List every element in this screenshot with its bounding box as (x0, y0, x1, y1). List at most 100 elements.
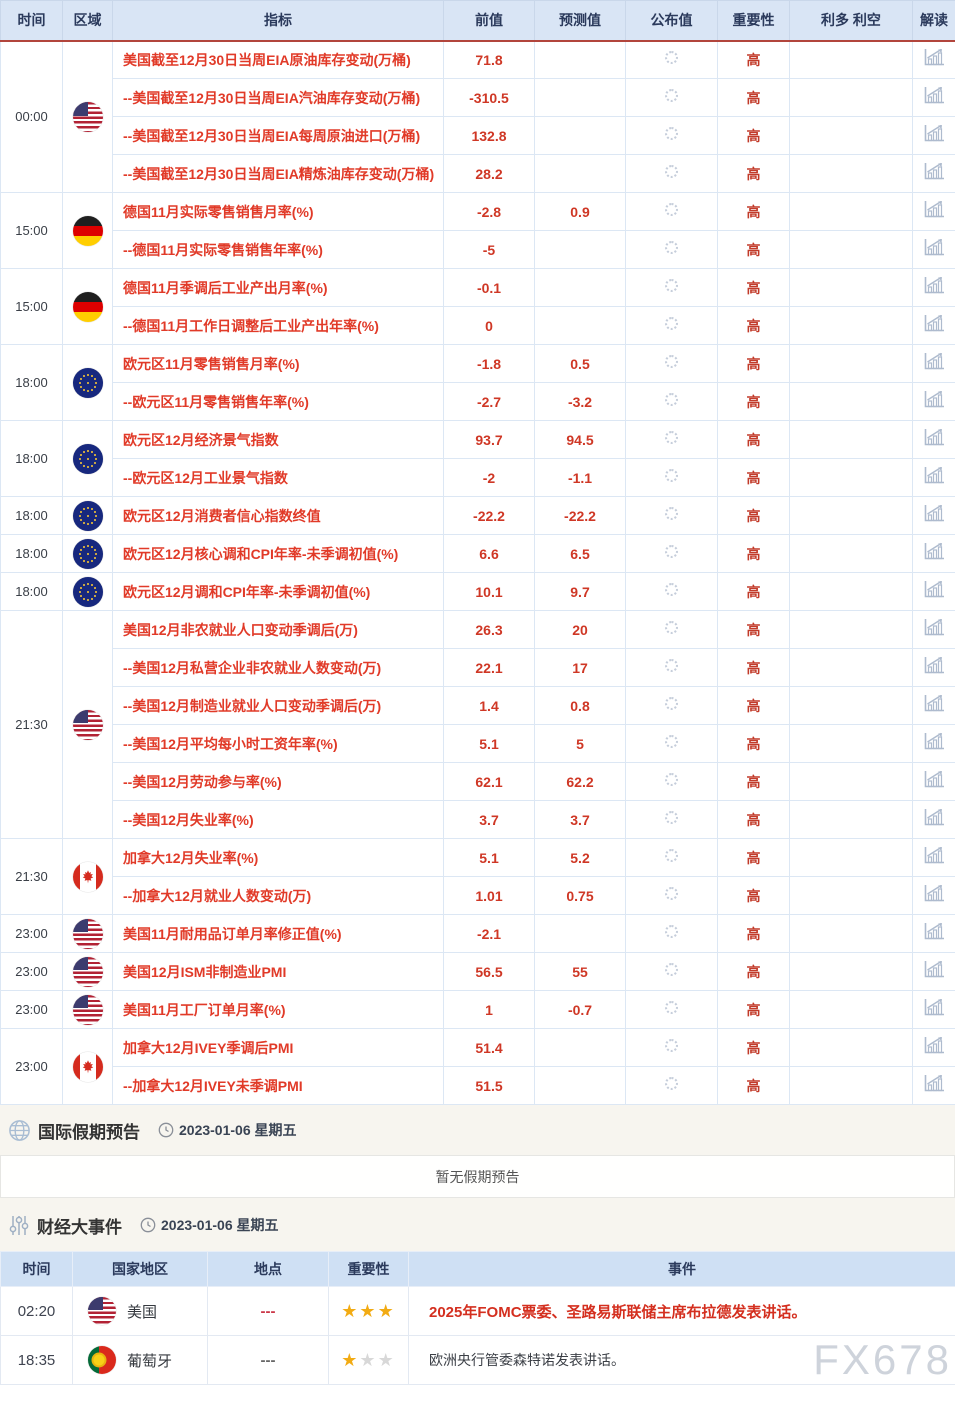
previous-value: -0.1 (443, 268, 535, 307)
indicator-link[interactable]: --德国11月实际零售销售年率(%) (123, 241, 323, 258)
indicator-link[interactable]: 美国12月ISM非制造业PMI (123, 963, 287, 980)
indicator-cell: --德国11月实际零售销售年率(%) (112, 230, 444, 269)
chart-icon[interactable] (922, 464, 946, 486)
chart-icon[interactable] (922, 730, 946, 752)
forecast-value: -1.1 (534, 458, 626, 497)
events-table: 时间 国家地区 地点 重要性 事件 02:20 美国 --- ★★★ 2025年FOMC… (0, 1251, 955, 1385)
published-cell (625, 534, 718, 573)
interpret-cell (912, 344, 955, 383)
chart-icon[interactable] (922, 160, 946, 182)
chart-icon[interactable] (922, 1034, 946, 1056)
calendar-row: --欧元区12月工业景气指数 -2 -1.1 高 (1, 458, 955, 497)
chart-icon[interactable] (922, 274, 946, 296)
ev-col-location: 地点 (207, 1251, 329, 1287)
indicator-link[interactable]: 美国12月非农就业人口变动季调后(万) (123, 621, 358, 638)
economic-calendar-table: 时间 区域 指标 前值 预测值 公布值 重要性 利多 利空 解读 00:00 美国… (0, 0, 955, 1105)
indicator-link[interactable]: --美国截至12月30日当周EIA精炼油库存变动(万桶) (123, 165, 435, 182)
chart-icon[interactable] (922, 578, 946, 600)
indicator-link[interactable]: 欧元区12月经济景气指数 (123, 431, 279, 448)
published-cell (625, 420, 718, 459)
chart-icon[interactable] (922, 502, 946, 524)
indicator-link[interactable]: --美国12月劳动参与率(%) (123, 773, 282, 790)
published-cell (625, 154, 718, 193)
chart-icon[interactable] (922, 806, 946, 828)
event-text[interactable]: 2025年FOMC票委、圣路易斯联储主席布拉德发表讲话。 (408, 1286, 955, 1336)
calendar-row: 21:30 美国12月非农就业人口变动季调后(万) 26.3 20 高 (0, 610, 955, 839)
chart-icon[interactable] (922, 1072, 946, 1094)
chart-icon[interactable] (922, 350, 946, 372)
indicator-cell: --德国11月工作日调整后工业产出年率(%) (112, 306, 444, 345)
bias-cell (789, 496, 913, 535)
published-cell (625, 952, 718, 991)
indicator-link[interactable]: 德国11月季调后工业产出月率(%) (123, 279, 328, 296)
calendar-row: 18:00 欧元区12月消费者信心指数终值 -22.2 -22.2 高 (0, 496, 955, 535)
region-cell (62, 40, 113, 193)
indicator-link[interactable]: --美国截至12月30日当周EIA每周原油进口(万桶) (123, 127, 421, 144)
indicator-link[interactable]: 美国11月耐用品订单月率修正值(%) (123, 925, 342, 942)
chart-icon[interactable] (922, 996, 946, 1018)
bias-cell (789, 914, 913, 953)
publish-spinner-icon (665, 316, 678, 330)
chart-icon[interactable] (922, 768, 946, 790)
sliders-icon (9, 1215, 29, 1235)
indicator-link[interactable]: 欧元区11月零售销售月率(%) (123, 355, 300, 372)
chart-icon[interactable] (922, 198, 946, 220)
chart-icon[interactable] (922, 84, 946, 106)
chart-icon[interactable] (922, 236, 946, 258)
indicator-link[interactable]: --加拿大12月IVEY未季调PMI (123, 1077, 303, 1094)
event-time: 18:35 (0, 1335, 73, 1385)
chart-icon[interactable] (922, 46, 946, 68)
indicator-link[interactable]: 欧元区12月调和CPI年率-未季调初值(%) (123, 583, 371, 600)
bias-cell (789, 154, 913, 193)
chart-icon[interactable] (922, 882, 946, 904)
bias-cell (789, 648, 913, 687)
published-cell (625, 382, 718, 421)
chart-icon[interactable] (922, 312, 946, 334)
forecast-value: 0.9 (534, 192, 626, 231)
time-cell: 18:00 (0, 496, 63, 535)
chart-icon[interactable] (922, 616, 946, 638)
indicator-link[interactable]: 美国11月工厂订单月率(%) (123, 1001, 286, 1018)
indicator-link[interactable]: --美国12月制造业就业人口变动季调后(万) (123, 697, 382, 714)
chart-icon[interactable] (922, 958, 946, 980)
indicator-link[interactable]: 美国截至12月30日当周EIA原油库存变动(万桶) (123, 51, 411, 68)
us-flag-icon (72, 101, 103, 132)
published-cell (625, 306, 718, 345)
us-flag-icon (72, 994, 103, 1025)
us-flag-icon (72, 918, 103, 949)
indicator-link[interactable]: 加拿大12月IVEY季调后PMI (123, 1039, 294, 1056)
chart-icon[interactable] (922, 654, 946, 676)
chart-icon[interactable] (922, 388, 946, 410)
indicator-link[interactable]: --加拿大12月就业人数变动(万) (123, 887, 312, 904)
indicator-link[interactable]: 欧元区12月核心调和CPI年率-未季调初值(%) (123, 545, 399, 562)
event-text[interactable]: 欧洲央行管委森特诺发表讲话。 (408, 1335, 955, 1385)
indicator-link[interactable]: --欧元区11月零售销售年率(%) (123, 393, 309, 410)
calendar-row: 18:00 欧元区12月核心调和CPI年率-未季调初值(%) 6.6 6.5 高 (0, 534, 955, 573)
importance-stars: ★★★ (328, 1335, 409, 1385)
indicator-link[interactable]: 德国11月实际零售销售月率(%) (123, 203, 314, 220)
indicator-link[interactable]: --欧元区12月工业景气指数 (123, 469, 288, 486)
indicator-link[interactable]: --美国截至12月30日当周EIA汽油库存变动(万桶) (123, 89, 421, 106)
chart-icon[interactable] (922, 426, 946, 448)
interpret-cell (912, 40, 955, 79)
chart-icon[interactable] (922, 540, 946, 562)
indicator-link[interactable]: 加拿大12月失业率(%) (123, 849, 259, 866)
indicator-link[interactable]: --美国12月平均每小时工资年率(%) (123, 735, 338, 752)
indicator-link[interactable]: --美国12月失业率(%) (123, 811, 254, 828)
interpret-cell (912, 1028, 955, 1067)
importance-label: 高 (717, 762, 790, 801)
indicator-link[interactable]: 欧元区12月消费者信心指数终值 (123, 507, 321, 524)
previous-value: 62.1 (443, 762, 535, 801)
indicator-link[interactable]: --美国12月私营企业非农就业人数变动(万) (123, 659, 382, 676)
calendar-header-row: 时间 区域 指标 前值 预测值 公布值 重要性 利多 利空 解读 (0, 0, 955, 42)
chart-icon[interactable] (922, 844, 946, 866)
chart-icon[interactable] (922, 920, 946, 942)
chart-icon[interactable] (922, 122, 946, 144)
events-section-header: 财经大事件 2023-01-06 星期五 (0, 1198, 955, 1237)
published-cell (625, 496, 718, 535)
region-cell (62, 914, 113, 953)
interpret-cell (912, 724, 955, 763)
importance-label: 高 (717, 420, 790, 459)
chart-icon[interactable] (922, 692, 946, 714)
indicator-link[interactable]: --德国11月工作日调整后工业产出年率(%) (123, 317, 379, 334)
